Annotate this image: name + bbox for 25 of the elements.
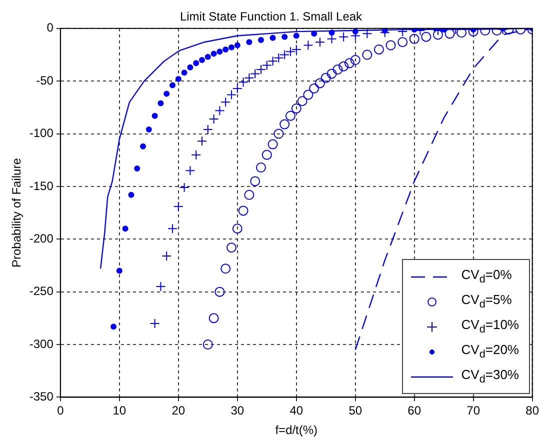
legend-label: CV$_{d}$=20%	[461, 342, 519, 361]
y-axis-title: Probability of Failure	[10, 158, 24, 268]
y-tick-label: -350	[29, 390, 54, 404]
y-tick-label: -200	[29, 231, 54, 246]
y-tick-label: -50	[36, 73, 54, 88]
y-tick-label: -300	[29, 336, 54, 351]
legend-label: CV$_{d}$=30%	[461, 367, 519, 386]
legend-label: CV$_{d}$=0%	[461, 267, 512, 286]
x-axis-title: f=d/t(%)	[275, 423, 318, 438]
x-tick-label: 50	[348, 404, 362, 418]
x-tick-label: 70	[466, 404, 480, 418]
x-tick-label: 30	[230, 404, 244, 418]
y-tick-label: -250	[29, 284, 54, 298]
y-tick-label: -150	[29, 178, 54, 193]
y-tick-label: 0	[46, 20, 54, 35]
x-tick-label: 80	[526, 404, 540, 418]
legend-label: CV$_{d}$=10%	[461, 317, 519, 336]
y-tick-label: -100	[29, 126, 54, 140]
x-tick-label: 60	[408, 404, 422, 418]
x-tick-label: 0	[57, 404, 64, 418]
x-tick-label: 20	[172, 404, 186, 418]
chart-title: Limit State Function 1. Small Leak	[180, 10, 364, 24]
legend-label: CV$_{d}$=5%	[461, 292, 512, 311]
x-tick-label: 10	[112, 404, 126, 418]
x-tick-label: 40	[290, 404, 304, 418]
